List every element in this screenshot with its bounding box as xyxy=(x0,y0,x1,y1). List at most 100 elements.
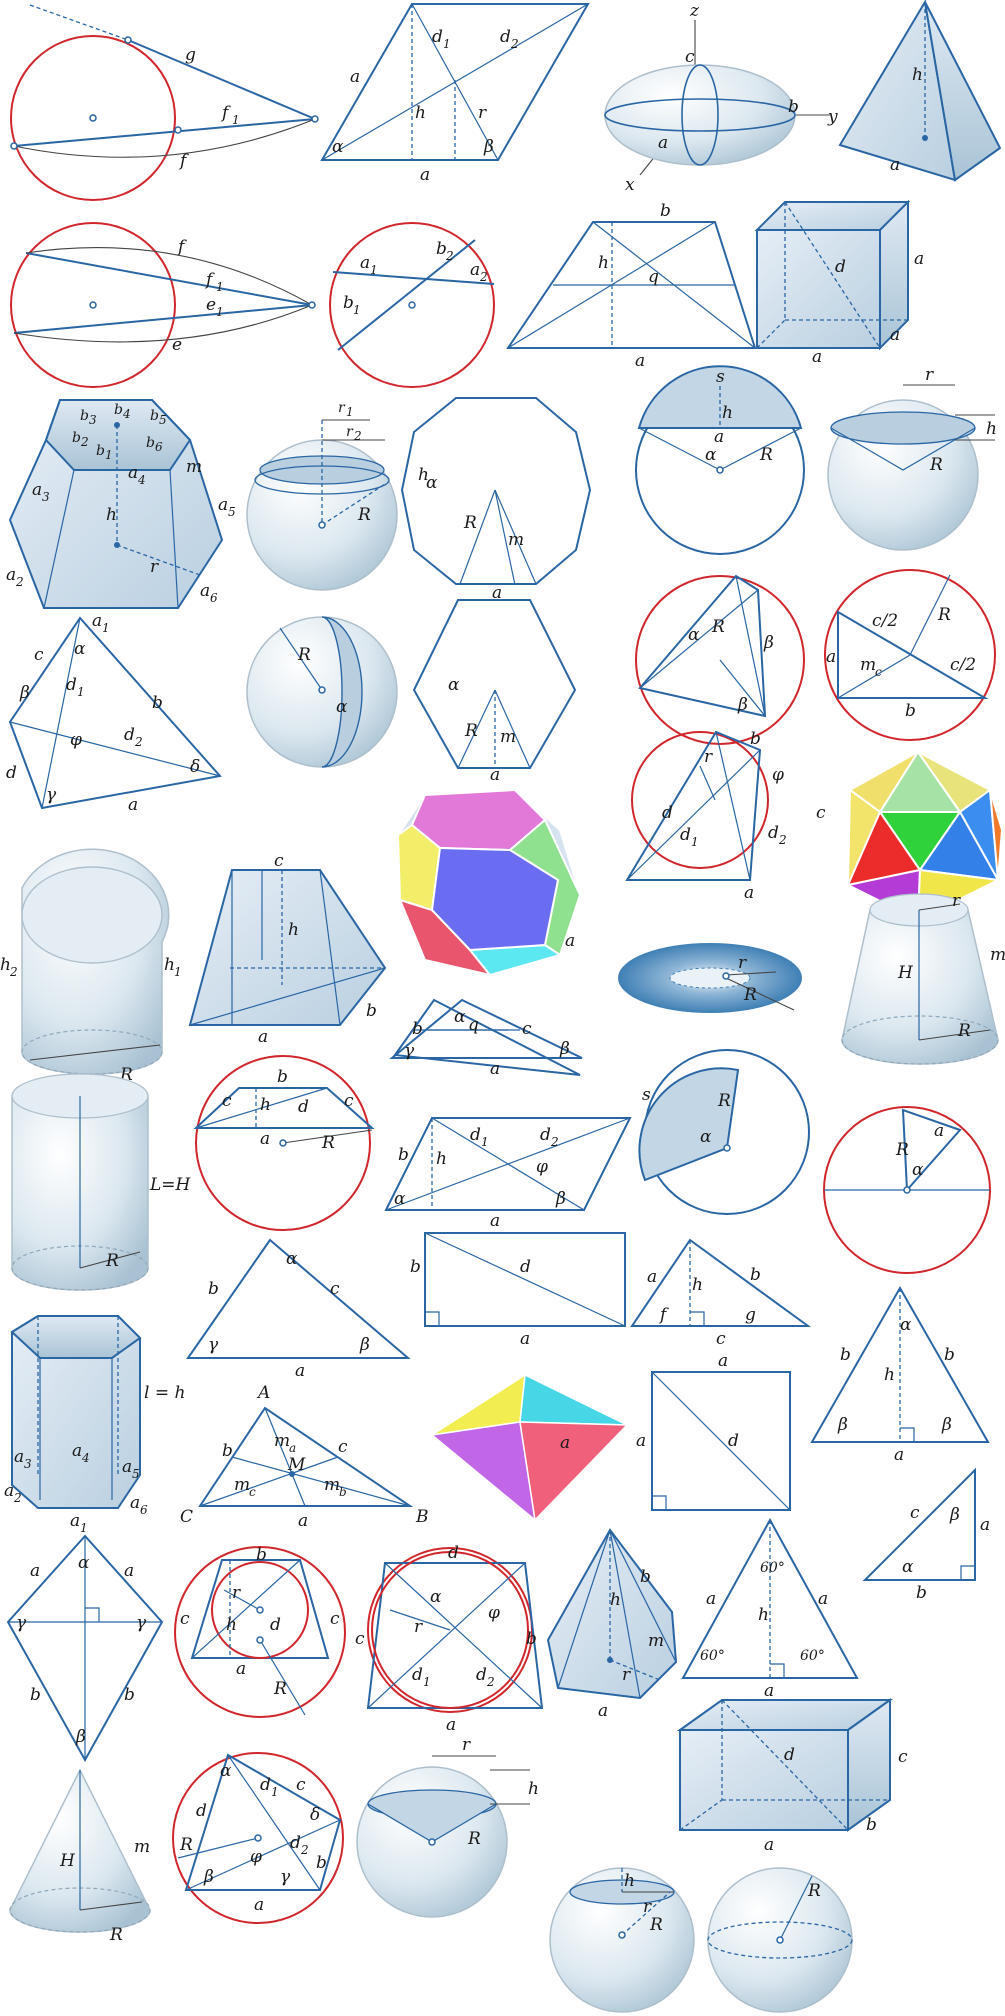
triangle-with-midline: α b q c γ β a xyxy=(389,998,583,1079)
label-d1: d xyxy=(432,27,443,47)
label-c: c xyxy=(522,1019,532,1039)
label-f1: f xyxy=(220,103,231,123)
label-h: h xyxy=(624,1871,635,1891)
svg-text:2: 2 xyxy=(486,1675,495,1689)
label-m: m xyxy=(186,457,202,477)
label-h: h xyxy=(418,465,429,485)
label-c: c xyxy=(716,1329,726,1349)
svg-text:a: a xyxy=(92,611,102,631)
svg-text:a: a xyxy=(122,1457,132,1477)
svg-text:b: b xyxy=(96,443,105,459)
label-y: y xyxy=(827,107,838,127)
label-b: b xyxy=(398,1145,409,1165)
cyclic-trapezoid-circumcircle: b c h d c a R xyxy=(193,1055,375,1231)
svg-text:c: c xyxy=(875,665,882,679)
label-R: R xyxy=(179,1835,193,1855)
label-gamma: γ xyxy=(404,1041,415,1061)
label-m: m xyxy=(990,945,1005,965)
rectangle: b d a xyxy=(410,1232,626,1349)
label-alpha: α xyxy=(286,1249,298,1269)
isosceles-triangle: α b b h β β a xyxy=(810,1285,990,1465)
label-b: b xyxy=(152,693,163,713)
label-g: g xyxy=(745,1305,756,1325)
label-b: b xyxy=(660,201,671,221)
svg-text:1: 1 xyxy=(77,685,85,699)
triangle-medians: A b ma c M mc mb C a B xyxy=(180,1383,429,1531)
svg-text:a: a xyxy=(130,1493,140,1513)
square: a a d xyxy=(636,1351,791,1511)
svg-text:b: b xyxy=(150,408,159,424)
label-phi: φ xyxy=(536,1157,548,1177)
label-a-base: a xyxy=(812,347,822,367)
svg-text:2: 2 xyxy=(550,1135,559,1149)
label-b-right: b xyxy=(124,1685,135,1705)
svg-text:1: 1 xyxy=(423,1675,431,1689)
dodecagon xyxy=(416,397,590,592)
label-vertex-B: B xyxy=(415,1507,429,1527)
label-d1: d xyxy=(66,675,77,695)
label-LeqH: L=H xyxy=(149,1175,192,1195)
label-b: b xyxy=(316,1853,327,1873)
svg-text:1: 1 xyxy=(346,405,354,419)
label-mb: m xyxy=(324,1475,340,1495)
rectangular-cuboid: d c b a xyxy=(676,1698,908,1855)
label-R: R xyxy=(649,1915,663,1935)
spherical-cap: h r R xyxy=(549,1867,695,2013)
label-h: h xyxy=(610,1590,621,1610)
label-a: a xyxy=(894,1445,904,1465)
label-c-left: c xyxy=(222,1091,232,1111)
label-beta: β xyxy=(203,1867,214,1887)
label-h: h xyxy=(884,1365,895,1385)
svg-text:1: 1 xyxy=(353,303,361,317)
label-c: c xyxy=(274,851,284,871)
label-c: c xyxy=(330,1279,340,1299)
label-b-left: b xyxy=(30,1685,41,1705)
label-R: R xyxy=(321,1133,335,1153)
label-a-left: a xyxy=(636,1431,646,1451)
label-s: s xyxy=(642,1085,651,1105)
svg-text:b: b xyxy=(114,402,123,418)
label-gamma-right: γ xyxy=(136,1613,147,1633)
svg-text:1: 1 xyxy=(102,621,110,635)
label-c: c xyxy=(338,1437,348,1457)
label-f1-sub: 1 xyxy=(232,113,240,127)
svg-text:5: 5 xyxy=(132,1467,140,1481)
label-alpha: α xyxy=(705,445,717,465)
label-b: b xyxy=(866,1815,877,1835)
label-R: R xyxy=(297,645,311,665)
label-vertex-A: A xyxy=(256,1383,270,1403)
label-R: R xyxy=(929,455,943,475)
label-a: a xyxy=(492,583,502,603)
label-c-left: c xyxy=(180,1609,190,1629)
label-a: a xyxy=(934,1121,944,1141)
label-d: d xyxy=(6,763,17,783)
label-b: b xyxy=(916,1583,927,1603)
label-a: a xyxy=(565,931,575,951)
svg-text:2: 2 xyxy=(80,435,89,449)
label-r: r xyxy=(232,1583,241,1603)
label-d1: d xyxy=(260,1775,271,1795)
circle-chord-central-angle: R a α xyxy=(823,1106,991,1274)
label-beta-left: β xyxy=(837,1415,848,1435)
svg-text:r: r xyxy=(338,400,346,416)
label-phi: φ xyxy=(772,765,784,785)
label-r: r xyxy=(462,1735,471,1755)
cylinder: L=H R xyxy=(11,1073,192,1291)
label-b-left: b xyxy=(840,1345,851,1365)
label-a-side: a xyxy=(350,67,360,87)
label-beta-right: β xyxy=(941,1415,952,1435)
label-a: a xyxy=(254,1895,264,1915)
label-c: c xyxy=(898,1747,908,1767)
label-h: h xyxy=(528,1779,539,1799)
label-phi: φ xyxy=(488,1603,500,1623)
svg-text:a: a xyxy=(200,581,210,601)
label-a: a xyxy=(490,765,500,785)
label-R: R xyxy=(464,721,478,741)
svg-text:4: 4 xyxy=(122,407,131,421)
svg-text:2: 2 xyxy=(778,833,787,847)
spherical-cap-cone: r h R xyxy=(827,365,997,551)
general-triangle: α b c γ β a xyxy=(186,1238,411,1381)
